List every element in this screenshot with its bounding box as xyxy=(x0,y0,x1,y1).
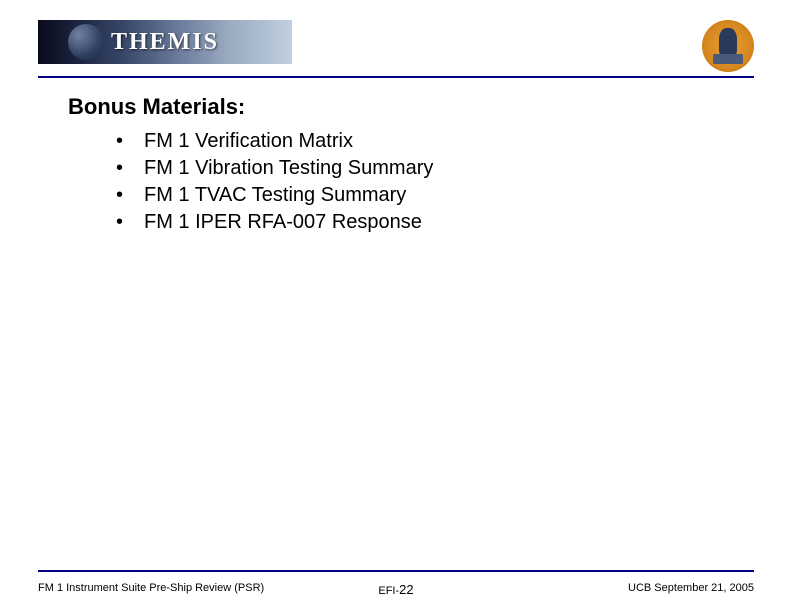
slide-content: Bonus Materials: FM 1 Verification Matri… xyxy=(68,94,724,236)
slide-footer: FM 1 Instrument Suite Pre-Ship Review (P… xyxy=(38,582,754,594)
themis-banner: THEMIS xyxy=(38,20,292,64)
footer-right: UCB September 21, 2005 xyxy=(628,582,754,594)
themis-emblem-icon xyxy=(702,20,754,72)
list-item: FM 1 Vibration Testing Summary xyxy=(116,155,724,182)
footer-divider xyxy=(38,570,754,572)
footer-center-prefix: EFI- xyxy=(378,585,399,597)
list-item: FM 1 TVAC Testing Summary xyxy=(116,182,724,209)
footer-page-number: 22 xyxy=(399,582,413,597)
bullet-list: FM 1 Verification Matrix FM 1 Vibration … xyxy=(68,128,724,236)
themis-banner-text: THEMIS xyxy=(111,29,219,56)
header-divider xyxy=(38,76,754,78)
list-item: FM 1 IPER RFA-007 Response xyxy=(116,209,724,236)
list-item: FM 1 Verification Matrix xyxy=(116,128,724,155)
footer-center: EFI-22 xyxy=(378,582,413,597)
slide-title: Bonus Materials: xyxy=(68,94,724,120)
footer-left: FM 1 Instrument Suite Pre-Ship Review (P… xyxy=(38,582,264,594)
slide-header: THEMIS xyxy=(38,20,754,78)
